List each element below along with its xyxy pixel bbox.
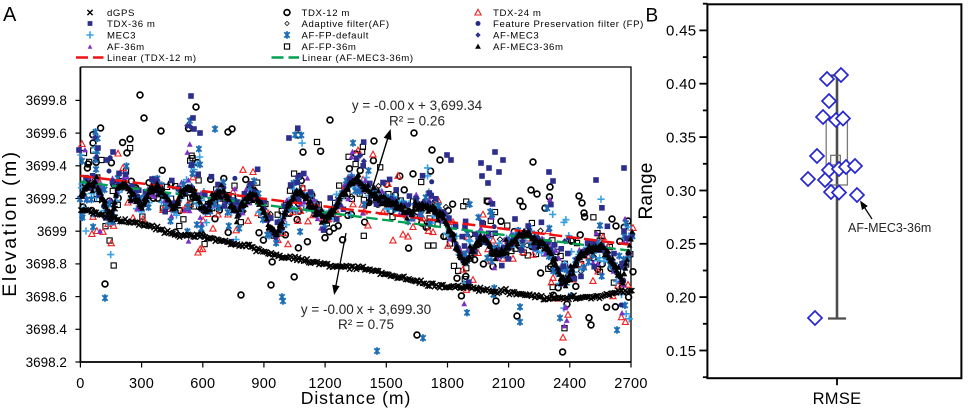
svg-text:1500: 1500 bbox=[370, 376, 403, 392]
svg-text:B: B bbox=[646, 6, 659, 27]
svg-text:AF-FP-36m: AF-FP-36m bbox=[302, 42, 357, 53]
svg-text:300: 300 bbox=[129, 376, 154, 392]
svg-text:0.20: 0.20 bbox=[666, 289, 696, 306]
svg-text:3699.2: 3699.2 bbox=[26, 191, 67, 206]
svg-text:900: 900 bbox=[251, 376, 276, 392]
svg-text:2100: 2100 bbox=[492, 376, 525, 392]
svg-text:600: 600 bbox=[190, 376, 215, 392]
svg-text:1800: 1800 bbox=[431, 376, 464, 392]
svg-text:Linear (AF-MEC3-36m): Linear (AF-MEC3-36m) bbox=[302, 53, 414, 64]
svg-text:Feature Preservation filter (F: Feature Preservation filter (FP) bbox=[493, 19, 644, 30]
svg-text:3698.8: 3698.8 bbox=[26, 257, 67, 272]
svg-text:TDX-24 m: TDX-24 m bbox=[493, 8, 542, 19]
svg-text:3699.6: 3699.6 bbox=[26, 126, 67, 141]
svg-text:0.45: 0.45 bbox=[666, 23, 696, 40]
svg-text:0.15: 0.15 bbox=[666, 343, 696, 360]
svg-text:3699.8: 3699.8 bbox=[26, 93, 67, 108]
svg-text:3699: 3699 bbox=[37, 224, 67, 239]
svg-text:TDX-36 m: TDX-36 m bbox=[107, 19, 156, 30]
svg-text:0: 0 bbox=[76, 376, 84, 392]
svg-text:AF-MEC3-36m: AF-MEC3-36m bbox=[848, 221, 931, 235]
svg-text:0.30: 0.30 bbox=[666, 183, 696, 200]
svg-text:2400: 2400 bbox=[553, 376, 586, 392]
svg-text:Linear (TDX-12 m): Linear (TDX-12 m) bbox=[107, 53, 197, 64]
svg-text:MEC3: MEC3 bbox=[107, 30, 136, 41]
svg-text:y = -0.00 x + 3,699.30: y = -0.00 x + 3,699.30 bbox=[301, 302, 431, 317]
svg-text:0.25: 0.25 bbox=[666, 236, 696, 253]
svg-text:TDX-12 m: TDX-12 m bbox=[302, 8, 351, 19]
svg-text:Adaptive filter(AF): Adaptive filter(AF) bbox=[302, 19, 390, 30]
svg-text:AF-MEC3-36m: AF-MEC3-36m bbox=[493, 42, 564, 53]
svg-text:3699.4: 3699.4 bbox=[26, 159, 68, 174]
svg-text:RMSE: RMSE bbox=[813, 390, 862, 408]
svg-text:3698.4: 3698.4 bbox=[26, 322, 68, 337]
svg-text:R² = 0.26: R² = 0.26 bbox=[389, 114, 445, 129]
svg-text:0.35: 0.35 bbox=[666, 129, 696, 146]
svg-text:3698.2: 3698.2 bbox=[26, 355, 67, 370]
svg-text:Distance (m): Distance (m) bbox=[301, 388, 412, 408]
svg-text:AF-36m: AF-36m bbox=[107, 42, 145, 53]
svg-text:3698.6: 3698.6 bbox=[26, 289, 67, 304]
svg-text:0.40: 0.40 bbox=[666, 76, 696, 93]
svg-text:AF-FP-default: AF-FP-default bbox=[302, 30, 370, 41]
svg-text:A: A bbox=[3, 4, 17, 26]
svg-text:1200: 1200 bbox=[308, 376, 341, 392]
svg-text:dGPS: dGPS bbox=[107, 8, 135, 19]
svg-text:Elevation (m): Elevation (m) bbox=[0, 149, 21, 296]
svg-text:R² = 0.75: R² = 0.75 bbox=[338, 317, 394, 332]
svg-text:y = -0.00 x + 3,699.34: y = -0.00 x + 3,699.34 bbox=[352, 98, 483, 113]
svg-text:AF-MEC3: AF-MEC3 bbox=[493, 30, 539, 41]
svg-text:Range: Range bbox=[636, 163, 657, 220]
svg-text:2700: 2700 bbox=[614, 376, 647, 392]
